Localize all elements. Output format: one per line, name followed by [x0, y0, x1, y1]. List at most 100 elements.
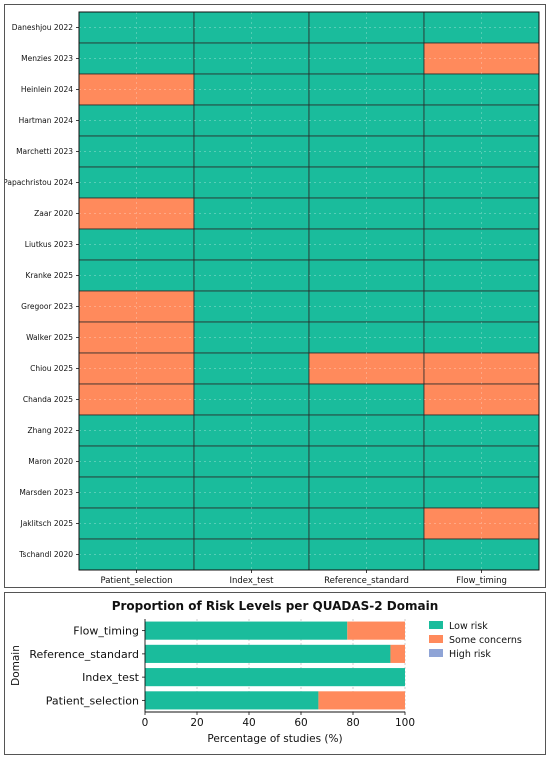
legend-label: Low risk [449, 621, 488, 632]
heatmap-row-label: Papachristou 2024 [5, 178, 73, 187]
bar-category-label: Flow_timing [73, 625, 139, 638]
heatmap-cell-5-1 [193, 166, 310, 199]
bar-category-label: Patient_selection [46, 694, 139, 707]
heatmap-cell-0-0 [78, 11, 195, 44]
heatmap-cell-4-3 [423, 135, 540, 168]
heatmap-row-label: Heinlein 2024 [21, 85, 73, 94]
heatmap-cell-14-2 [308, 445, 425, 478]
heatmap-cell-7-2 [308, 228, 425, 261]
heatmap-cell-10-3 [423, 321, 540, 354]
heatmap-row-label: Liutkus 2023 [25, 240, 73, 249]
heatmap-cell-15-0 [78, 476, 195, 509]
heatmap-frame [78, 11, 540, 571]
heatmap-column-label: Reference_standard [324, 576, 409, 586]
bar-segment-Index_test-0 [145, 668, 405, 687]
heatmap-cell-11-2 [308, 352, 425, 385]
heatmap-cell-4-1 [193, 135, 310, 168]
heatmap-row-label: Chiou 2025 [30, 364, 73, 373]
bar-x-tick-label: 80 [346, 717, 359, 729]
heatmap-cell-8-0 [78, 259, 195, 292]
heatmap-cell-8-1 [193, 259, 310, 292]
heatmap-column-label: Patient_selection [100, 576, 172, 586]
bar-segment-Reference_standard-0 [145, 644, 391, 663]
heatmap-cell-13-1 [193, 414, 310, 447]
heatmap-cell-16-2 [308, 507, 425, 540]
heatmap-cell-5-3 [423, 166, 540, 199]
heatmap-cell-2-1 [193, 73, 310, 106]
bar-category-label: Index_test [82, 671, 140, 684]
heatmap-row-label: Tschandl 2020 [18, 550, 73, 559]
heatmap-row-label: Zaar 2020 [34, 209, 73, 218]
heatmap-row-label: Marchetti 2023 [16, 147, 73, 156]
heatmap-cell-11-3 [423, 352, 540, 385]
heatmap-cell-11-0 [78, 352, 195, 385]
heatmap-cell-3-2 [308, 104, 425, 137]
bar-x-tick-label: 20 [190, 717, 203, 729]
heatmap-row-label: Daneshjou 2022 [12, 23, 74, 32]
legend-swatch-0 [429, 621, 443, 629]
legend-swatch-1 [429, 635, 443, 643]
heatmap-row-label: Hartman 2024 [19, 116, 74, 125]
heatmap-cell-7-0 [78, 228, 195, 261]
heatmap-cell-13-3 [423, 414, 540, 447]
heatmap-cell-12-1 [193, 383, 310, 416]
heatmap-cell-5-2 [308, 166, 425, 199]
legend-label: Some concerns [449, 635, 522, 646]
heatmap-cell-1-3 [423, 42, 540, 75]
bar-x-tick-label: 60 [294, 717, 307, 729]
heatmap-cell-15-2 [308, 476, 425, 509]
heatmap-cell-9-2 [308, 290, 425, 323]
heatmap-column-label: Index_test [230, 576, 275, 586]
heatmap-cell-7-3 [423, 228, 540, 261]
bar-chart-title: Proportion of Risk Levels per QUADAS-2 D… [112, 599, 439, 613]
bar-x-tick-label: 40 [242, 717, 255, 729]
heatmap-row-label: Marsden 2023 [19, 488, 73, 497]
heatmap-panel: Daneshjou 2022 Menzies 2023 Heinlein 2024 H… [3, 4, 546, 588]
heatmap-row-label: Chanda 2025 [23, 395, 73, 404]
proportion-bar-chart: Proportion of Risk Levels per QUADAS-2 D… [10, 599, 522, 745]
heatmap-row-label: Walker 2025 [26, 333, 73, 342]
heatmap-cell-8-2 [308, 259, 425, 292]
bar-x-tick-label: 100 [395, 717, 415, 729]
heatmap-cell-8-3 [423, 259, 540, 292]
heatmap-cell-3-1 [193, 104, 310, 137]
heatmap-cell-6-0 [78, 197, 195, 230]
bar-y-axis-label: Domain [10, 645, 22, 686]
legend-swatch-2 [429, 649, 443, 657]
bar-x-tick-label: 0 [142, 717, 149, 729]
heatmap-row-label: Zhang 2022 [28, 426, 74, 435]
heatmap-row-label: Menzies 2023 [21, 54, 73, 63]
heatmap-cell-2-3 [423, 73, 540, 106]
heatmap-cell-16-3 [423, 507, 540, 540]
heatmap-row-label: Gregoor 2023 [21, 302, 73, 311]
heatmap-cell-9-0 [78, 290, 195, 323]
heatmap-cell-3-3 [423, 104, 540, 137]
legend-label: High risk [449, 649, 491, 660]
heatmap-cell-1-1 [193, 42, 310, 75]
heatmap-cell-0-1 [193, 11, 310, 44]
heatmap-column-label: Flow_timing [456, 576, 507, 586]
heatmap-cell-13-0 [78, 414, 195, 447]
heatmap-cell-6-2 [308, 197, 425, 230]
bar-category-label: Reference_standard [29, 648, 139, 661]
heatmap-cell-17-2 [308, 538, 425, 571]
heatmap-cell-13-2 [308, 414, 425, 447]
heatmap-row-label: Jaklitsch 2025 [19, 519, 73, 528]
heatmap-cell-6-1 [193, 197, 310, 230]
bar-x-axis-label: Percentage of studies (%) [207, 733, 342, 745]
risk-heatmap: Daneshjou 2022 Menzies 2023 Heinlein 2024 H… [3, 11, 540, 586]
heatmap-cell-12-2 [308, 383, 425, 416]
bar-segment-Patient_selection-1 [318, 691, 405, 710]
heatmap-cell-14-3 [423, 445, 540, 478]
heatmap-cell-3-0 [78, 104, 195, 137]
heatmap-cell-15-1 [193, 476, 310, 509]
bar-segment-Flow_timing-0 [145, 621, 348, 640]
heatmap-row-label: Maron 2020 [28, 457, 73, 466]
bar-segment-Flow_timing-1 [347, 621, 405, 640]
heatmap-cell-14-1 [193, 445, 310, 478]
bar-segment-Reference_standard-1 [390, 644, 405, 663]
heatmap-cell-14-0 [78, 445, 195, 478]
heatmap-cell-16-1 [193, 507, 310, 540]
heatmap-row-label: Kranke 2025 [25, 271, 73, 280]
bar-segment-Patient_selection-0 [145, 691, 319, 710]
